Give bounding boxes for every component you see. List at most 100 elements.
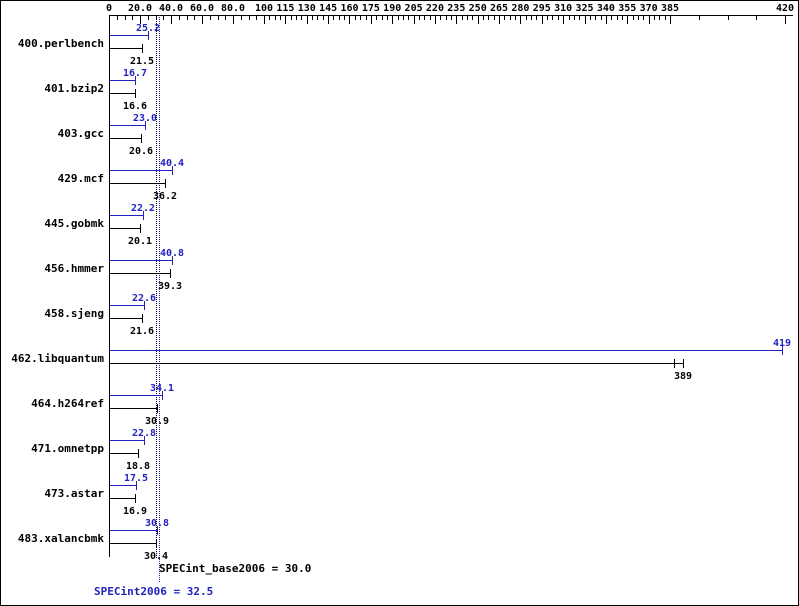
axis-minor-tick [756,15,757,20]
bar-end-cap [142,44,143,53]
axis-minor-tick [659,15,660,20]
axis-minor-tick [125,15,126,20]
axis-minor-tick [398,15,399,20]
bar-end-cap [141,134,142,143]
bar-value-label: 40.4 [159,158,185,169]
axis-minor-tick [665,15,666,20]
axis-minor-tick [291,15,292,20]
axis-minor-tick [241,15,242,20]
axis-minor-tick [526,15,527,20]
axis-minor-tick [552,15,553,20]
axis-minor-tick [462,15,463,20]
axis-minor-tick [148,15,149,20]
axis-minor-tick [472,15,473,20]
axis-minor-tick [117,15,118,20]
peak-summary-label: SPECint2006 = 32.5 [94,585,214,598]
bar-end-cap [145,121,146,130]
axis-minor-tick [510,15,511,20]
axis-major-tick [649,15,650,24]
peak-mean-reference-line [159,15,160,582]
bar [110,543,156,544]
axis-minor-tick [344,15,345,20]
axis-minor-tick [419,15,420,20]
axis-tick-label: 295 [532,3,551,14]
bar [110,138,141,139]
bar-value-label: 21.5 [129,56,155,67]
axis-major-tick [478,15,479,24]
axis-major-tick [140,15,141,24]
bar [110,93,135,94]
axis-tick-label: 280 [511,3,530,14]
bar-end-cap [148,31,149,40]
benchmark-label: 429.mcf [57,172,104,185]
bar-value-label: 30.9 [144,416,170,427]
axis-tick-label: 130 [297,3,316,14]
axis-major-tick [392,15,393,24]
bar-value-label: 30.4 [143,551,169,562]
bar-value-label: 30.8 [144,518,170,529]
axis-minor-tick [408,15,409,20]
bar [110,395,162,396]
bar [110,350,782,351]
axis-major-tick [171,15,172,24]
axis-major-tick [627,15,628,24]
benchmark-label: 471.omnetpp [31,442,104,455]
bar-end-cap [156,539,157,548]
bar-value-label: 23.0 [132,113,158,124]
bar-end-cap [140,224,141,233]
axis-tick-label: 220 [425,3,444,14]
axis-tick-label: 0 [105,3,113,14]
axis-minor-tick [163,15,164,20]
bar [110,170,172,171]
axis-tick-label: 60.0 [189,3,215,14]
bar [110,215,143,216]
axis-minor-tick [579,15,580,20]
bar-value-label: 36.2 [152,191,178,202]
bar-end-cap [135,494,136,503]
axis-tick-label: 175 [361,3,380,14]
axis-minor-tick [590,15,591,20]
axis-minor-tick [194,15,195,20]
bar-end-cap [170,269,171,278]
axis-minor-tick [301,15,302,20]
axis-minor-tick [483,15,484,20]
bar-value-label: 25.2 [135,23,161,34]
axis-minor-tick [269,15,270,20]
axis-minor-tick [451,15,452,20]
axis-minor-tick [403,15,404,20]
benchmark-label: 462.libquantum [11,352,104,365]
bar-value-label: 22.8 [131,428,157,439]
bar-end-cap [165,179,166,188]
axis-minor-tick [317,15,318,20]
axis-minor-tick [595,15,596,20]
bar-value-label: 40.8 [159,248,185,259]
axis-tick-label: 265 [490,3,509,14]
axis-minor-tick [504,15,505,20]
axis-major-tick [520,15,521,24]
axis-minor-tick [531,15,532,20]
axis-tick-label: 325 [575,3,594,14]
axis-minor-tick [179,15,180,20]
axis-minor-tick [617,15,618,20]
axis-minor-tick [323,15,324,20]
axis-minor-tick [333,15,334,20]
axis-minor-tick [638,15,639,20]
axis-minor-tick [296,15,297,20]
axis-minor-tick [275,15,276,20]
bar-end-cap [135,89,136,98]
axis-minor-tick [569,15,570,20]
axis-major-tick [435,15,436,24]
benchmark-label: 473.astar [44,487,104,500]
bar-end-cap [674,359,675,368]
bar [110,363,683,364]
axis-tick-label: 385 [660,3,680,14]
bar [110,228,140,229]
axis-minor-tick [488,15,489,20]
axis-tick-label: 235 [447,3,466,14]
bar-end-cap [157,526,158,535]
benchmark-label: 403.gcc [57,127,104,140]
benchmark-label: 401.bzip2 [44,82,104,95]
axis-minor-tick [132,15,133,20]
axis-minor-tick [558,15,559,20]
axis-major-tick [563,15,564,24]
